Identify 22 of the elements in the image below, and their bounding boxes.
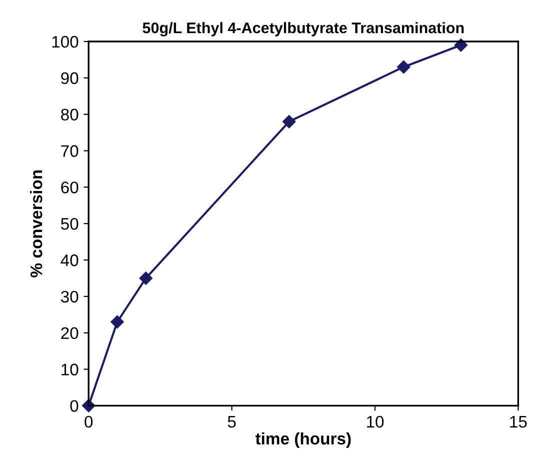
y-axis-title: % conversion xyxy=(30,170,42,278)
x-tick-label: 0 xyxy=(84,416,93,428)
point xyxy=(139,272,152,285)
y-tick-label: 40 xyxy=(60,254,78,266)
x-tick-label: 10 xyxy=(367,416,384,428)
y-tick-label: 50 xyxy=(61,218,78,230)
y-tick-label: 60 xyxy=(61,182,78,194)
x-tick-label: 15 xyxy=(510,416,527,428)
point xyxy=(282,115,296,128)
y-tick-label: 0 xyxy=(70,400,78,412)
x-axis-title: time (hours) xyxy=(255,432,351,448)
y-tick-label: 70 xyxy=(61,145,78,157)
chart-title: 50g/L Ethyl 4-Acetylbutyrate Transamination xyxy=(142,22,464,36)
y-tick-label: 30 xyxy=(60,290,78,303)
y-tick-label: 20 xyxy=(61,327,78,340)
y-tick-label: 80 xyxy=(61,108,78,121)
x-tick-label: 5 xyxy=(228,416,236,428)
point xyxy=(110,315,124,329)
point xyxy=(397,60,410,74)
y-tick-label: 100 xyxy=(52,36,78,48)
y-tick-label: 10 xyxy=(62,364,78,376)
y-tick-label: 90 xyxy=(61,72,78,84)
